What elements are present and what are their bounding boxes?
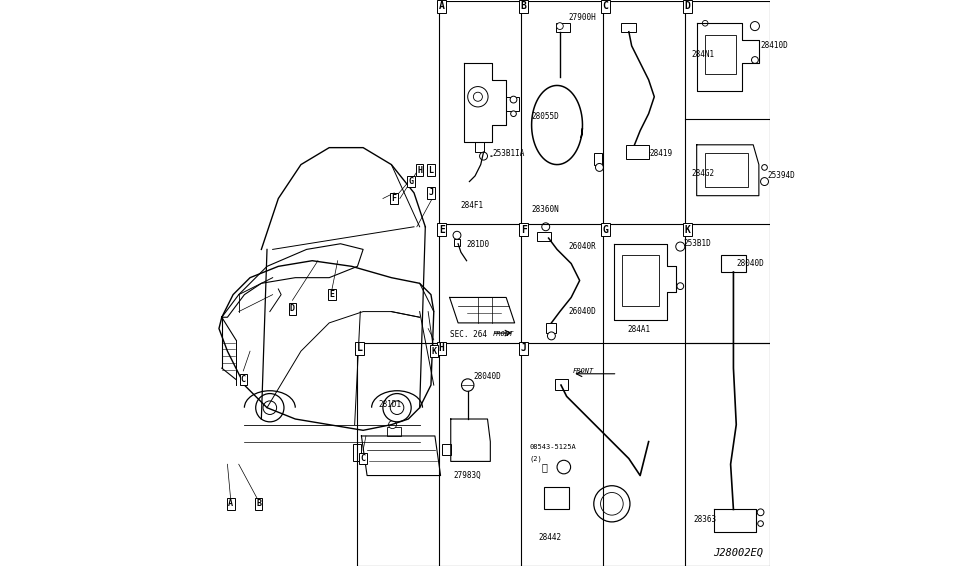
Text: 253B1D: 253B1D [683, 239, 711, 248]
Text: C: C [603, 1, 608, 11]
Text: 27900H: 27900H [568, 13, 596, 22]
Text: A: A [439, 1, 445, 11]
Text: 28410D: 28410D [760, 41, 789, 50]
Bar [443, 444, 450, 454]
Text: E: E [330, 290, 334, 299]
Circle shape [761, 165, 767, 170]
Text: 27983Q: 27983Q [453, 471, 482, 480]
Text: D: D [290, 305, 295, 313]
Circle shape [676, 242, 684, 251]
Bar [556, 379, 567, 389]
Bar [594, 153, 603, 165]
Circle shape [468, 87, 488, 107]
Text: L: L [428, 166, 434, 175]
Bar [544, 487, 569, 509]
Text: Ⓢ: Ⓢ [541, 462, 547, 472]
Circle shape [752, 57, 759, 63]
Bar [387, 427, 401, 436]
Text: F: F [392, 194, 397, 203]
Text: 26040R: 26040R [568, 242, 596, 251]
Bar [546, 323, 556, 333]
Circle shape [760, 178, 768, 186]
Text: B: B [256, 499, 261, 508]
Text: 28363: 28363 [694, 515, 717, 524]
Circle shape [557, 23, 564, 29]
Text: 281D1: 281D1 [378, 400, 402, 409]
Text: D: D [684, 1, 690, 11]
Text: J: J [521, 344, 526, 353]
Text: C: C [241, 375, 246, 384]
Text: C: C [361, 454, 366, 463]
Text: G: G [603, 225, 608, 235]
Circle shape [510, 96, 517, 103]
Circle shape [474, 92, 483, 101]
Circle shape [557, 460, 570, 474]
Circle shape [263, 401, 277, 414]
Text: 284A1: 284A1 [628, 325, 650, 334]
Circle shape [594, 486, 630, 522]
Text: K: K [431, 346, 436, 355]
Text: 08543-5125A: 08543-5125A [529, 444, 576, 451]
Bar [705, 35, 736, 74]
Bar [353, 444, 362, 461]
Text: 284G2: 284G2 [691, 169, 714, 178]
Bar [626, 145, 648, 159]
Bar [622, 255, 659, 306]
Circle shape [389, 421, 397, 428]
Bar [621, 23, 636, 32]
Bar [537, 233, 552, 241]
Text: G: G [409, 177, 413, 186]
Bar [705, 153, 748, 187]
Bar [506, 97, 519, 111]
Circle shape [601, 492, 623, 515]
Text: H: H [439, 344, 445, 353]
Bar [475, 142, 484, 152]
Circle shape [390, 401, 404, 414]
Text: FRONT: FRONT [493, 331, 515, 337]
Circle shape [751, 22, 760, 31]
Text: 28040D: 28040D [736, 259, 764, 268]
Bar [453, 239, 460, 246]
Circle shape [547, 332, 556, 340]
Text: 28360N: 28360N [531, 205, 560, 215]
Text: FRONT: FRONT [573, 368, 594, 374]
Text: J28002EQ: J28002EQ [714, 547, 763, 558]
Bar [556, 23, 570, 32]
Text: J: J [428, 188, 434, 198]
Circle shape [461, 379, 474, 391]
Text: F: F [521, 225, 526, 235]
Text: E: E [439, 225, 445, 235]
Text: 28419: 28419 [649, 149, 673, 158]
Text: 253B1IA: 253B1IA [492, 149, 525, 158]
Circle shape [542, 223, 550, 231]
Text: 26040D: 26040D [568, 307, 596, 316]
Text: A: A [228, 499, 233, 508]
Circle shape [453, 231, 461, 239]
Circle shape [383, 393, 411, 422]
Text: L: L [357, 344, 363, 353]
Circle shape [480, 152, 488, 160]
Circle shape [511, 111, 517, 117]
Circle shape [758, 521, 763, 526]
Text: B: B [521, 1, 526, 11]
Bar [721, 255, 746, 272]
Text: 25394D: 25394D [767, 171, 795, 181]
Circle shape [596, 164, 604, 171]
Text: 284N1: 284N1 [691, 50, 714, 59]
Circle shape [758, 509, 764, 516]
Text: (2): (2) [529, 455, 543, 462]
Text: 281D0: 281D0 [467, 241, 489, 250]
Text: 284F1: 284F1 [461, 201, 484, 211]
Text: 28442: 28442 [538, 533, 562, 542]
Circle shape [677, 283, 683, 290]
Text: 28055D: 28055D [531, 112, 560, 121]
Text: 28040D: 28040D [474, 372, 501, 381]
Circle shape [702, 20, 708, 26]
Text: SEC. 264: SEC. 264 [449, 330, 487, 338]
Text: K: K [684, 225, 690, 235]
Circle shape [255, 393, 284, 422]
Text: H: H [417, 166, 422, 175]
